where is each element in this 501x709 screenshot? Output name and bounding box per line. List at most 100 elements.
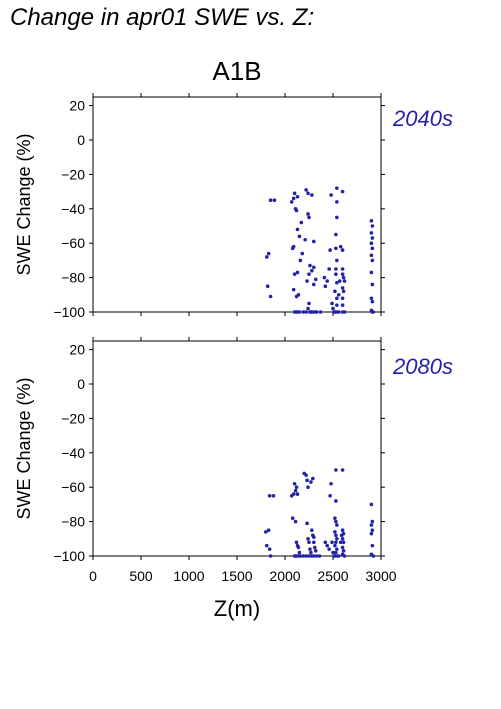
data-point-0-93: [369, 219, 374, 223]
data-point-1-8: [291, 492, 296, 496]
data-point-0-11: [295, 194, 300, 199]
data-point-0-35: [291, 287, 296, 292]
data-point-1-32: [307, 540, 311, 545]
data-point-1-76: [340, 537, 345, 541]
data-point-1-75: [341, 531, 346, 536]
data-point-0-95: [369, 231, 374, 235]
x-tick-label-1-4: 2000: [269, 568, 300, 584]
data-point-0-4: [268, 198, 273, 202]
data-point-0-82: [340, 248, 345, 252]
data-point-0-58: [329, 193, 333, 197]
data-point-0-45: [307, 301, 311, 306]
data-point-1-3: [267, 547, 272, 551]
data-point-0-20: [307, 215, 311, 220]
data-point-1-78: [340, 545, 345, 550]
scenario-label: A1B: [212, 56, 262, 86]
x-tick-label-1-2: 1000: [173, 568, 204, 584]
data-point-1-12: [295, 492, 300, 496]
period-label-bottom: 2080s: [393, 354, 453, 379]
data-point-0-59: [330, 301, 334, 306]
data-point-0-74: [335, 296, 339, 301]
data-point-0-60: [331, 306, 335, 311]
data-point-0-53: [322, 275, 327, 280]
data-point-1-6: [268, 554, 273, 558]
data-point-0-41: [297, 310, 302, 314]
data-point-0-6: [289, 200, 294, 204]
x-tick-label-1-6: 3000: [365, 568, 396, 584]
data-point-0-19: [306, 212, 310, 216]
data-point-1-83: [370, 519, 375, 524]
data-point-1-81: [342, 554, 347, 558]
data-point-1-9: [292, 481, 297, 486]
data-point-1-30: [305, 521, 309, 526]
data-point-1-13: [290, 516, 295, 520]
data-point-1-67: [335, 547, 339, 551]
data-point-0-100: [370, 258, 375, 263]
data-point-0-104: [370, 299, 375, 304]
data-point-0-56: [327, 267, 331, 271]
x-tick-label-1-1: 500: [129, 568, 153, 584]
data-point-0-24: [292, 272, 297, 276]
data-point-1-38: [312, 540, 316, 545]
y-tick-label-1-0: 20: [69, 342, 85, 358]
data-point-0-77: [336, 310, 341, 314]
data-point-0-101: [369, 270, 374, 275]
data-point-1-70: [336, 554, 341, 558]
data-point-1-29: [311, 476, 315, 481]
y-tick-label-1-2: −20: [61, 410, 85, 426]
y-tick-label-0-1: 0: [77, 132, 85, 148]
data-point-0-13: [291, 244, 296, 249]
data-point-0-84: [340, 272, 345, 276]
data-point-0-18: [306, 191, 310, 196]
data-point-1-77: [341, 540, 346, 545]
y-tick-label-0-2: −20: [61, 166, 85, 182]
data-point-1-84: [369, 523, 374, 527]
data-point-0-42: [301, 310, 306, 314]
data-point-1-71: [338, 540, 343, 545]
data-point-0-15: [297, 234, 302, 239]
y-tick-label-1-5: −80: [61, 514, 85, 530]
data-point-1-82: [369, 502, 374, 507]
data-point-0-2: [265, 284, 270, 289]
data-point-1-31: [306, 537, 310, 541]
data-point-1-42: [304, 554, 308, 558]
data-point-0-80: [338, 244, 343, 249]
data-point-1-73: [340, 468, 345, 472]
data-point-0-0: [264, 255, 269, 259]
data-point-0-23: [303, 237, 307, 242]
x-tick-label-1-3: 1500: [221, 568, 252, 584]
page-title: Change in apr01 SWE vs. Z:: [10, 4, 315, 31]
data-point-1-1: [266, 528, 271, 532]
data-point-1-23: [298, 554, 303, 558]
data-point-1-58: [334, 499, 338, 503]
data-point-0-102: [370, 282, 375, 287]
data-point-1-26: [305, 478, 309, 483]
data-point-0-78: [336, 293, 341, 297]
data-point-0-69: [335, 258, 339, 263]
data-point-0-1: [266, 251, 271, 256]
data-point-0-71: [334, 272, 338, 276]
data-point-1-27: [306, 485, 310, 490]
data-point-0-89: [340, 303, 345, 307]
y-tick-label-1-3: −40: [61, 445, 85, 461]
data-point-0-68: [334, 246, 338, 251]
data-point-1-2: [264, 543, 269, 548]
y-tick-label-0-0: 20: [69, 98, 85, 114]
data-point-0-32: [312, 265, 316, 270]
data-point-1-35: [310, 528, 314, 532]
data-point-1-43: [307, 554, 311, 558]
data-point-1-49: [325, 543, 330, 548]
data-point-1-50: [327, 547, 331, 551]
data-point-0-98: [370, 246, 375, 251]
data-point-1-85: [370, 528, 375, 532]
data-point-1-54: [331, 550, 335, 555]
data-point-1-18: [297, 550, 302, 555]
data-point-0-79: [337, 279, 342, 283]
data-point-1-68: [334, 550, 338, 555]
data-point-0-83: [340, 267, 345, 271]
data-point-1-5: [271, 494, 276, 498]
data-point-0-8: [292, 191, 297, 196]
x-tick-label-1-5: 2500: [317, 568, 348, 584]
data-point-1-34: [309, 550, 313, 555]
data-point-1-39: [312, 545, 317, 550]
